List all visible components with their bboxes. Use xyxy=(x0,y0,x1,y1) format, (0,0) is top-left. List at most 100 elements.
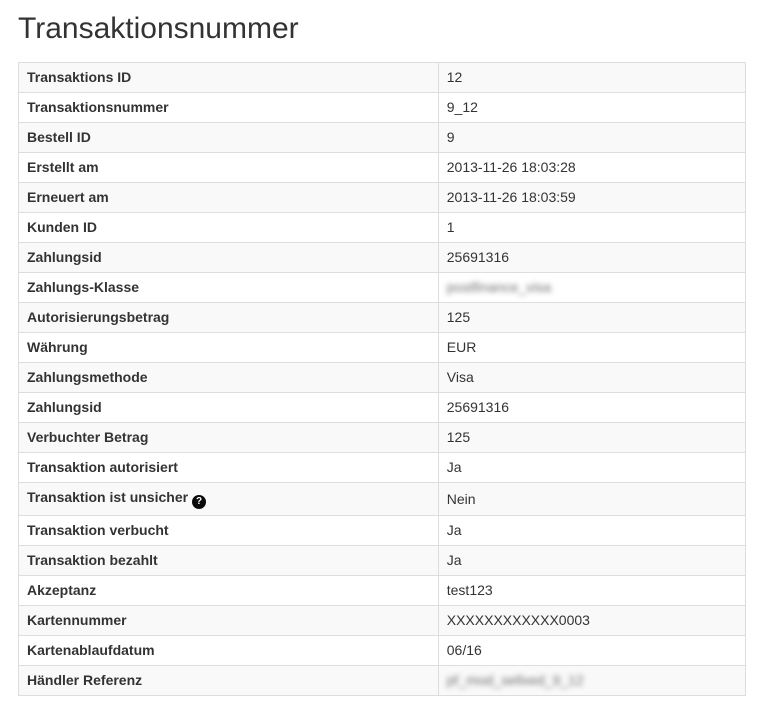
row-label: Händler Referenz xyxy=(27,672,143,688)
table-row: Erneuert am 2013-11-26 18:03:59 xyxy=(18,182,747,213)
row-value-cell: postfinance_visa xyxy=(437,272,747,303)
row-value: postfinance_visa xyxy=(446,279,552,295)
table-row: Akzeptanz test123 xyxy=(18,575,747,606)
table-row: Verbuchter Betrag 125 xyxy=(18,422,747,453)
table-row: Kunden ID 1 xyxy=(18,212,747,243)
table-row: Zahlungs-Klasse postfinance_visa xyxy=(18,272,747,303)
row-value: test123 xyxy=(446,582,493,598)
row-label: Zahlungs-Klasse xyxy=(27,279,140,295)
row-label: Kartennummer xyxy=(27,612,127,628)
row-label-cell: Zahlungsid xyxy=(18,242,439,273)
row-label: Verbuchter Betrag xyxy=(27,429,149,445)
table-row: Autorisierungsbetrag 125 xyxy=(18,302,747,333)
table-row: Zahlungsid 25691316 xyxy=(18,392,747,423)
row-label-cell: Erstellt am xyxy=(18,152,439,183)
table-row: Transaktion autorisiert Ja xyxy=(18,452,747,483)
row-label-cell: Kunden ID xyxy=(18,212,439,243)
table-row: Zahlungsid 25691316 xyxy=(18,242,747,273)
row-label: Transaktion verbucht xyxy=(27,522,169,538)
row-label: Erneuert am xyxy=(27,189,109,205)
row-label-cell: Transaktion bezahlt xyxy=(18,545,439,576)
row-value: 2013-11-26 18:03:59 xyxy=(446,189,576,205)
row-value-cell: Ja xyxy=(437,545,747,576)
row-label: Akzeptanz xyxy=(27,582,97,598)
row-label-cell: Händler Referenz xyxy=(18,665,439,696)
row-value: 9 xyxy=(446,129,455,145)
row-label: Erstellt am xyxy=(27,159,99,175)
row-label-cell: Akzeptanz xyxy=(18,575,439,606)
table-row: Kartenablaufdatum 06/16 xyxy=(18,635,747,666)
row-label: Zahlungsmethode xyxy=(27,369,148,385)
row-value-cell: 25691316 xyxy=(437,242,747,273)
row-label-cell: Kartennummer xyxy=(18,605,439,636)
row-value: 9_12 xyxy=(446,99,478,115)
row-label-cell: Transaktion ist unsicher? xyxy=(18,482,439,516)
row-value: XXXXXXXXXXXX0003 xyxy=(446,612,590,628)
table-row: Transaktion bezahlt Ja xyxy=(18,545,747,576)
row-value-cell: Nein xyxy=(437,482,747,516)
row-value-cell: 9_12 xyxy=(437,92,747,123)
table-row: Transaktion verbucht Ja xyxy=(18,515,747,546)
row-label: Transaktionsnummer xyxy=(27,99,169,115)
row-label: Kunden ID xyxy=(27,219,97,235)
page-title: Transaktionsnummer xyxy=(18,12,299,45)
table-row: Transaktions ID 12 xyxy=(18,62,747,93)
row-value-cell: 2013-11-26 18:03:28 xyxy=(437,152,747,183)
row-value-cell: 9 xyxy=(437,122,747,153)
row-value-cell: Visa xyxy=(437,362,747,393)
row-label-cell: Transaktions ID xyxy=(18,62,439,93)
row-value: 125 xyxy=(446,309,471,325)
row-label-cell: Transaktion autorisiert xyxy=(18,452,439,483)
row-value: 1 xyxy=(446,219,455,235)
row-value: 25691316 xyxy=(446,249,510,265)
row-label-cell: Währung xyxy=(18,332,439,363)
row-value-cell: Ja xyxy=(437,452,747,483)
table-row: Bestell ID 9 xyxy=(18,122,747,153)
row-value-cell: 25691316 xyxy=(437,392,747,423)
row-value: EUR xyxy=(446,339,477,355)
row-value-cell: Ja xyxy=(437,515,747,546)
row-value-cell: XXXXXXXXXXXX0003 xyxy=(437,605,747,636)
row-label-cell: Zahlungs-Klasse xyxy=(18,272,439,303)
row-label: Transaktion bezahlt xyxy=(27,552,158,568)
row-label-cell: Bestell ID xyxy=(18,122,439,153)
row-value: 125 xyxy=(446,429,471,445)
row-label-cell: Zahlungsid xyxy=(18,392,439,423)
row-value-cell: 125 xyxy=(437,302,747,333)
row-label-cell: Autorisierungsbetrag xyxy=(18,302,439,333)
table-row: Händler Referenz pf_mod_sellxed_9_12 xyxy=(18,665,747,696)
row-label-cell: Kartenablaufdatum xyxy=(18,635,439,666)
row-value-cell: 12 xyxy=(437,62,747,93)
table-row: Zahlungsmethode Visa xyxy=(18,362,747,393)
row-label-cell: Transaktion verbucht xyxy=(18,515,439,546)
row-value: 12 xyxy=(446,69,463,85)
row-value-cell: 1 xyxy=(437,212,747,243)
row-value: Ja xyxy=(446,522,462,538)
row-value: Nein xyxy=(446,490,476,507)
transaction-detail-page: Transaktionsnummer Transaktions ID 12 Tr… xyxy=(0,12,762,706)
row-label: Zahlungsid xyxy=(27,249,102,265)
row-value: Visa xyxy=(446,369,474,385)
question-mark-icon[interactable]: ? xyxy=(192,495,207,509)
row-label-cell: Erneuert am xyxy=(18,182,439,213)
table-row: Erstellt am 2013-11-26 18:03:28 xyxy=(18,152,747,183)
row-value-cell: 06/16 xyxy=(437,635,747,666)
row-value-cell: pf_mod_sellxed_9_12 xyxy=(437,665,747,696)
row-label: Transaktion ist unsicher xyxy=(27,489,189,505)
row-label: Kartenablaufdatum xyxy=(27,642,155,658)
row-label: Transaktions ID xyxy=(27,69,132,85)
row-label-cell: Zahlungsmethode xyxy=(18,362,439,393)
row-label-cell: Verbuchter Betrag xyxy=(18,422,439,453)
table-row: Währung EUR xyxy=(18,332,747,363)
table-row: Transaktion ist unsicher? Nein xyxy=(18,482,747,516)
row-label: Zahlungsid xyxy=(27,399,102,415)
row-value: 25691316 xyxy=(446,399,510,415)
row-value-cell: EUR xyxy=(437,332,747,363)
row-label: Transaktion autorisiert xyxy=(27,459,178,475)
row-value-cell: 125 xyxy=(437,422,747,453)
row-label: Autorisierungsbetrag xyxy=(27,309,170,325)
table-row: Transaktionsnummer 9_12 xyxy=(18,92,747,123)
transaction-detail-table: Transaktions ID 12 Transaktionsnummer 9_… xyxy=(18,62,747,696)
row-label: Bestell ID xyxy=(27,129,91,145)
row-value-cell: 2013-11-26 18:03:59 xyxy=(437,182,747,213)
